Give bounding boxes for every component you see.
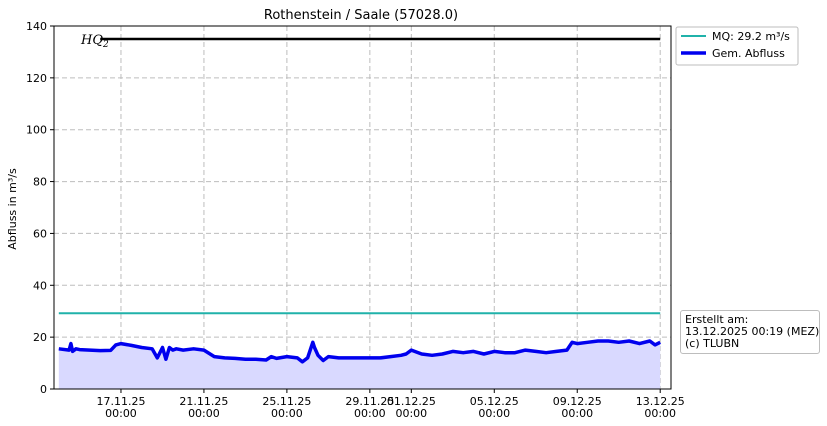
legend-box xyxy=(675,26,799,66)
legend-label-flow: Gem. Abfluss xyxy=(712,47,785,60)
y-tick-label: 0 xyxy=(40,383,47,396)
x-tick-label-date: 21.11.25 xyxy=(179,395,228,408)
x-tick-label-date: 29.11.25 xyxy=(345,395,394,408)
x-tick-label-date: 13.12.25 xyxy=(636,395,685,408)
x-tick-label-time: 00:00 xyxy=(561,407,593,420)
series-line-flow xyxy=(58,339,661,364)
hq2-label-main: HQ xyxy=(80,33,103,48)
x-tick-label-time: 00:00 xyxy=(354,407,386,420)
y-axis-label: Abfluss in m³/s xyxy=(6,168,19,250)
y-tick-label: 100 xyxy=(26,124,47,137)
hq2-label: HQ2 xyxy=(80,33,109,50)
y-tick-label: 140 xyxy=(26,20,47,33)
y-tick-label: 60 xyxy=(33,227,47,240)
hq2-label-subscript: 2 xyxy=(102,40,109,50)
x-tick-label-date: 01.12.25 xyxy=(387,395,436,408)
y-tick-label: 80 xyxy=(33,176,47,189)
x-tick-label-time: 00:00 xyxy=(478,407,510,420)
x-tick-label-date: 09.12.25 xyxy=(553,395,602,408)
x-tick-label-time: 00:00 xyxy=(395,407,427,420)
info-created-label: Erstellt am: xyxy=(685,313,749,326)
chart-title: Rothenstein / Saale (57028.0) xyxy=(264,8,458,23)
x-tick-label-time: 00:00 xyxy=(644,407,676,420)
series-layer xyxy=(58,312,661,389)
axis-ticks: 02040608010012014017.11.2500:0021.11.250… xyxy=(26,20,685,420)
info-created-timestamp: 13.12.2025 00:19 (MEZ) xyxy=(685,325,820,338)
x-tick-label-date: 25.11.25 xyxy=(262,395,311,408)
x-tick-label-time: 00:00 xyxy=(105,407,137,420)
grid-lines xyxy=(54,25,671,390)
annotation-layer: HQ2 xyxy=(80,33,661,50)
plot-frame xyxy=(53,25,672,390)
y-tick-label: 20 xyxy=(33,331,47,344)
y-tick-label: 120 xyxy=(26,72,47,85)
legend-label-mq: MQ: 29.2 m³/s xyxy=(712,30,790,43)
info-copyright: (c) TLUBN xyxy=(685,337,740,350)
legend: MQ: 29.2 m³/s Gem. Abfluss xyxy=(675,26,799,66)
x-tick-label-date: 05.12.25 xyxy=(470,395,519,408)
x-tick-label-time: 00:00 xyxy=(188,407,220,420)
x-tick-label-date: 17.11.25 xyxy=(96,395,145,408)
y-tick-label: 40 xyxy=(33,279,47,292)
x-tick-label-time: 00:00 xyxy=(271,407,303,420)
info-box: Erstellt am: 13.12.2025 00:19 (MEZ) (c) … xyxy=(680,310,820,354)
